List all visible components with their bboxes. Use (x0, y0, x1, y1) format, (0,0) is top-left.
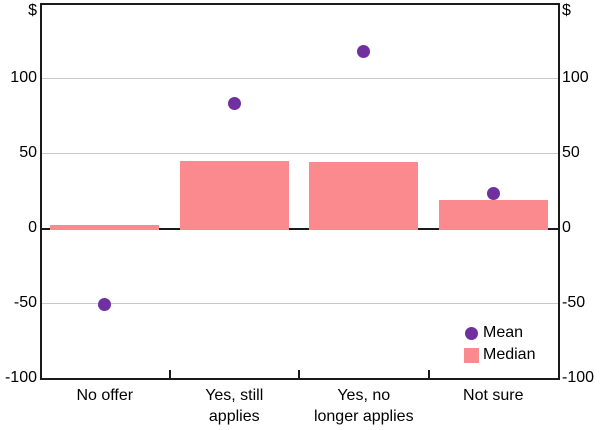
y-tick-label-left: 0 (28, 219, 37, 236)
legend: Mean Median (464, 322, 535, 366)
y-tick-label-left: -100 (4, 369, 37, 386)
y-tick-label-left: 50 (19, 144, 37, 161)
zero-line (40, 228, 558, 230)
mean-marker-icon (465, 326, 478, 340)
y-axis-left (40, 3, 42, 380)
bar-median (438, 199, 548, 230)
legend-item-mean: Mean (464, 322, 535, 344)
legend-label-mean: Mean (483, 324, 524, 341)
y-tick-label-right: 100 (562, 69, 589, 86)
mean-point (357, 44, 371, 58)
x-axis-tick (298, 370, 300, 378)
gridline (40, 152, 558, 154)
x-axis (40, 378, 560, 380)
legend-item-median: Median (464, 344, 535, 366)
x-axis-tick (168, 370, 171, 378)
mean-point (98, 298, 112, 311)
median-marker-icon (464, 347, 479, 363)
gridline (40, 302, 558, 304)
legend-label-median: Median (483, 346, 536, 363)
y-axis-unit-left: $ (28, 2, 37, 19)
x-category-label: Yes, still applies (205, 387, 264, 425)
x-axis-tick (427, 370, 430, 378)
mean-point (486, 187, 500, 200)
y-axis-unit-right: $ (562, 2, 571, 19)
y-tick-label-right: 50 (562, 144, 580, 161)
y-axis-right (558, 3, 560, 380)
x-category-label: No offer (76, 387, 134, 404)
bar-median (50, 225, 160, 230)
y-tick-label-right: -50 (562, 294, 586, 311)
y-tick-label-left: -50 (13, 294, 37, 311)
y-tick-label-left: 100 (10, 69, 37, 86)
mean-point (227, 97, 241, 110)
y-tick-label-right: -100 (562, 369, 595, 386)
plot-frame-top (40, 3, 560, 5)
x-category-label: Not sure (463, 387, 524, 404)
x-category-label: Yes, no longer applies (313, 387, 414, 425)
bar-median (309, 162, 419, 230)
gridline (40, 77, 558, 79)
y-tick-label-right: 0 (562, 219, 571, 236)
bar-median (179, 160, 289, 230)
